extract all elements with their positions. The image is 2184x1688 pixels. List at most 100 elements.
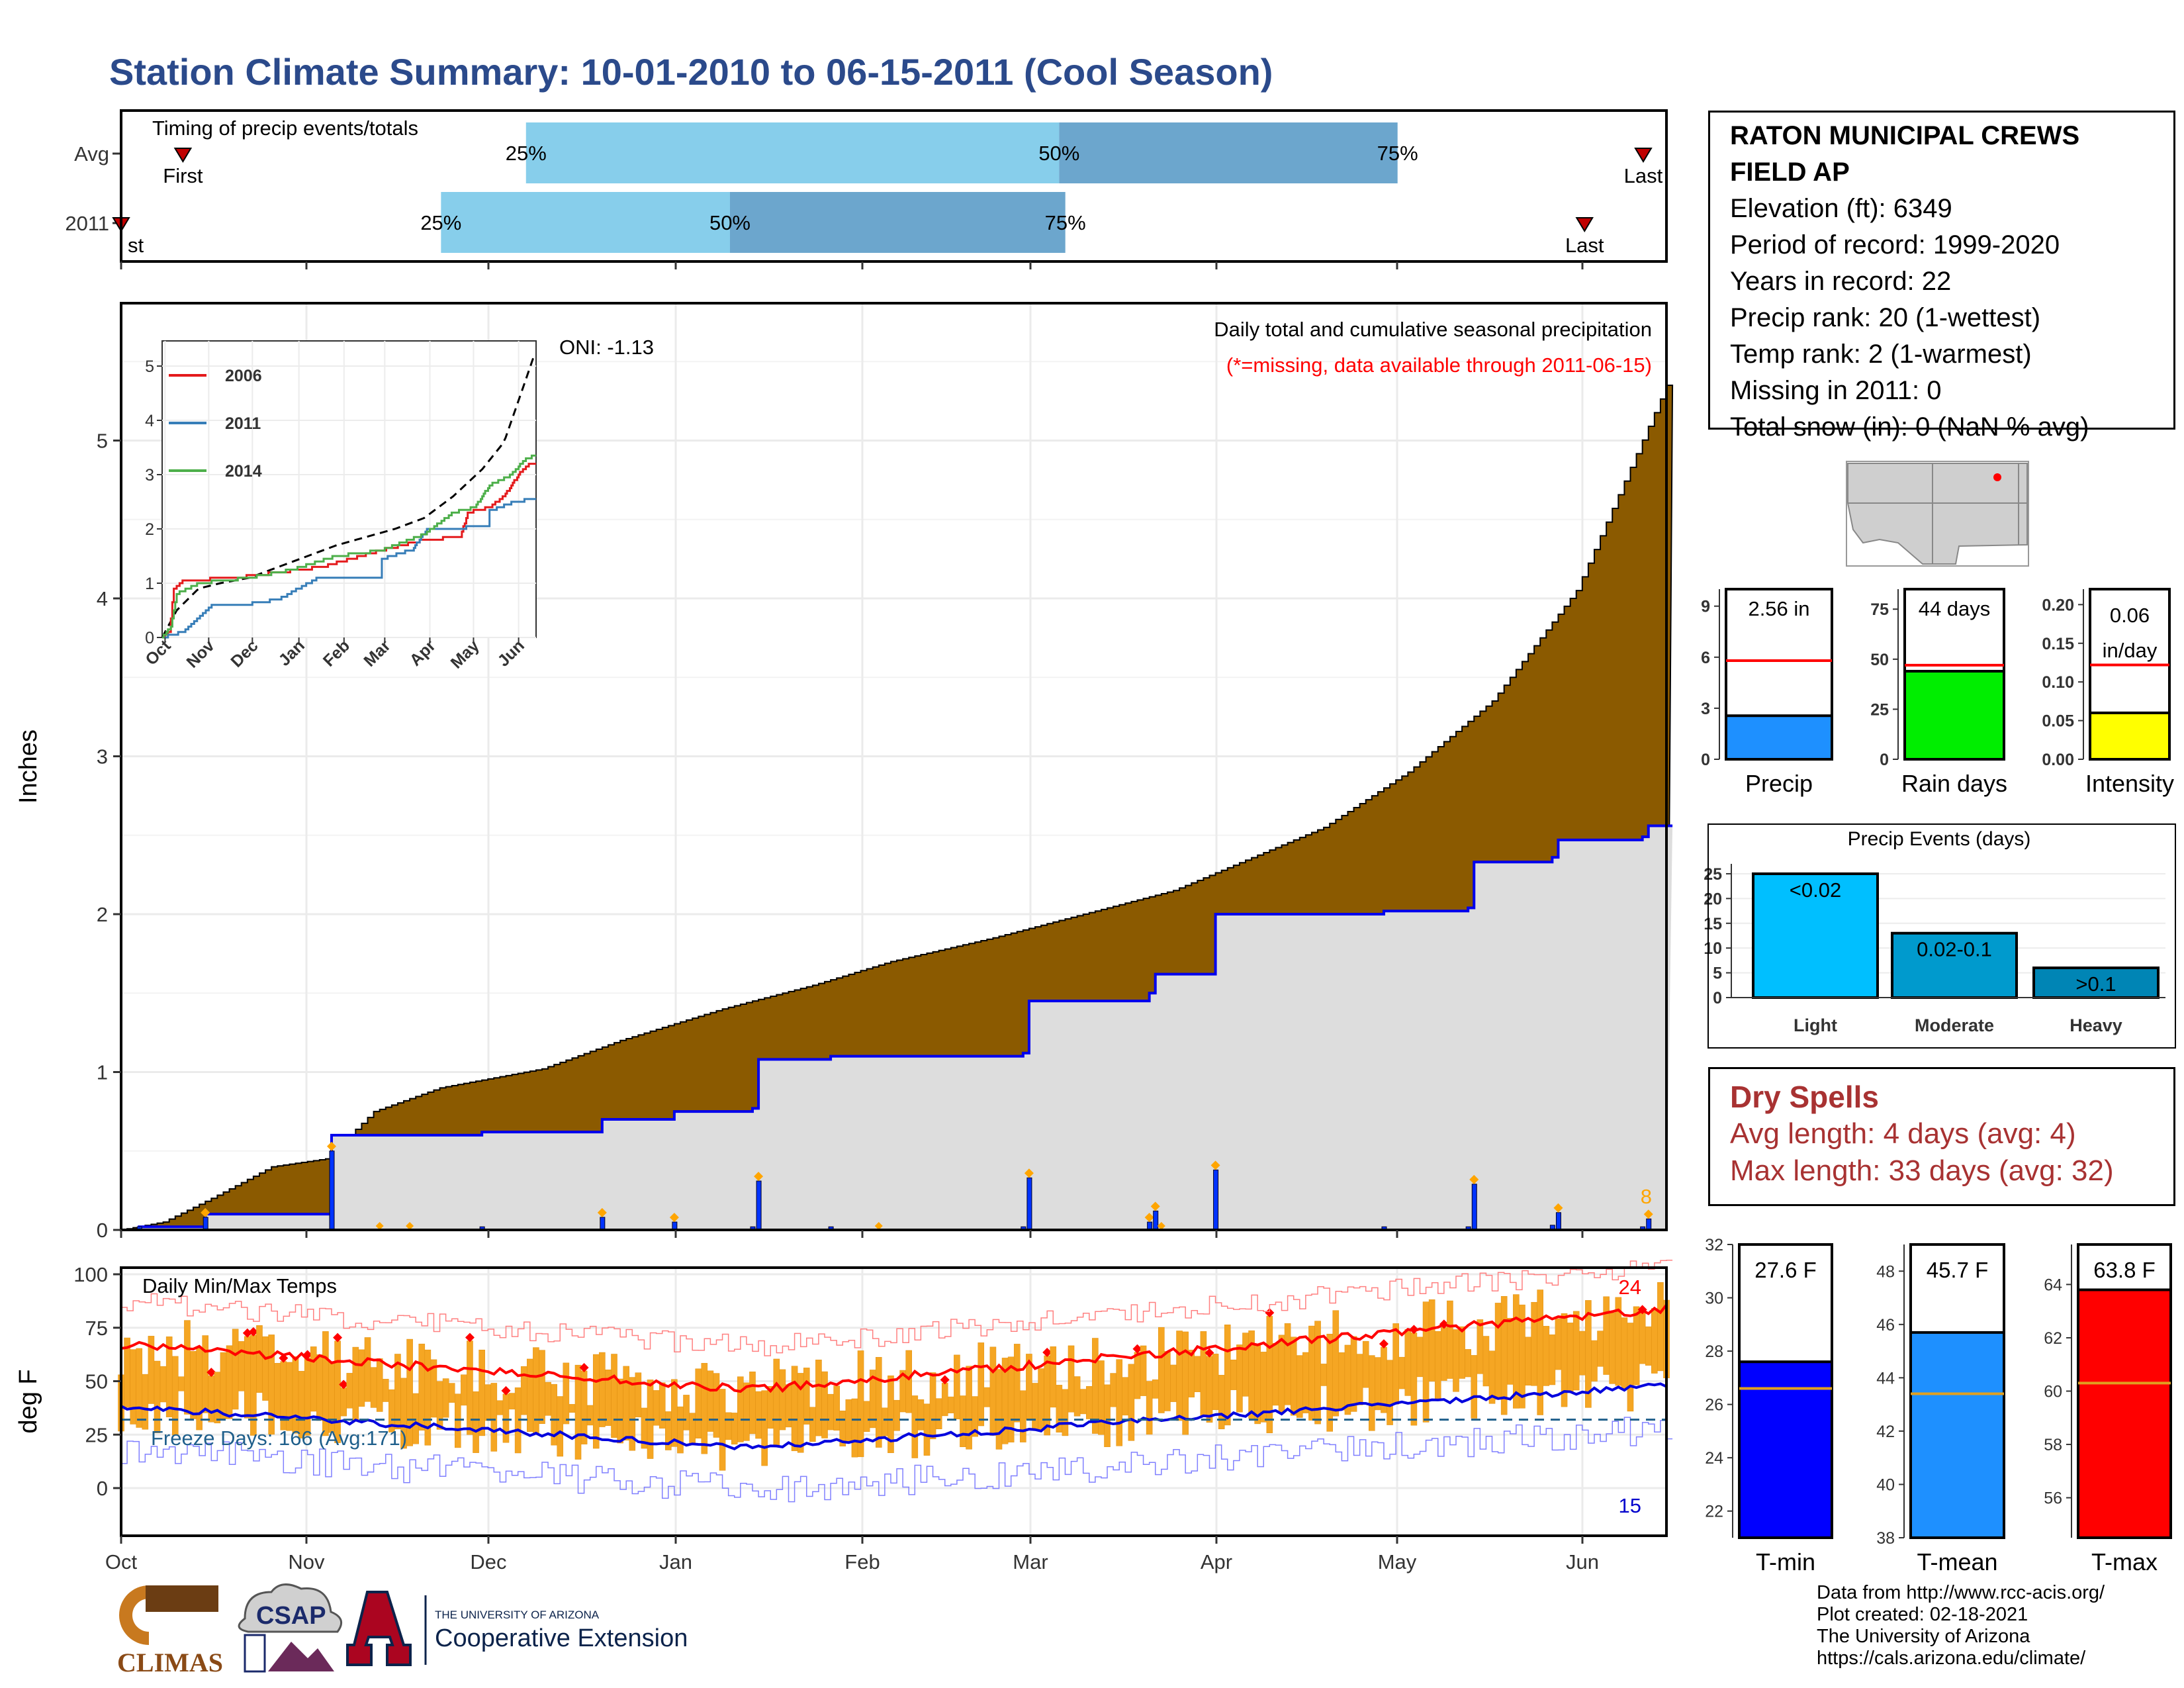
precip-ytick: 5: [97, 430, 108, 453]
record-high-marker: [248, 1327, 258, 1336]
daily-temp-bar: [1609, 1312, 1616, 1384]
daily-temp-bar: [935, 1398, 942, 1429]
events-frame: [1707, 823, 2176, 1049]
daily-temp-bar: [821, 1371, 828, 1438]
precip-ytick: 4: [97, 587, 108, 610]
daily-temp-bar: [220, 1352, 227, 1419]
timing-bar-q50-q75: [729, 192, 1066, 253]
station-snow: Total snow (in): 0 (NaN % avg): [1730, 412, 2089, 442]
temp-bar-name: T-mean: [1917, 1548, 1997, 1575]
daily-precip-marker: [406, 1222, 414, 1230]
daily-temp-bar: [1506, 1317, 1514, 1385]
temp-bar-name: T-max: [2091, 1548, 2158, 1575]
summary-ytick: 3: [1701, 700, 1710, 718]
station-temp-rank: Temp rank: 2 (1-warmest): [1730, 340, 2032, 369]
events-bar-label: 0.02-0.1: [1917, 938, 1992, 961]
daily-temp-bar: [983, 1387, 991, 1407]
daily-temp-bar: [316, 1354, 323, 1421]
temp-bar: [2077, 1288, 2172, 1539]
freeze-label: Freeze Days: 166 (Avg:171): [151, 1427, 407, 1450]
timing-bar-q25-q50: [525, 122, 1060, 183]
daily-temp-bar: [136, 1348, 143, 1428]
daily-temp-bar: [1338, 1352, 1345, 1411]
daily-temp-bar: [1381, 1346, 1387, 1413]
daily-temp-bar: [142, 1374, 149, 1430]
daily-precip-bar: [1555, 1212, 1561, 1231]
temp-bar: [1738, 1360, 1833, 1539]
daily-temp-bar: [689, 1413, 696, 1445]
daily-temp-bar: [695, 1368, 702, 1438]
month-label: Oct: [105, 1550, 138, 1573]
daily-temp-bar: [803, 1368, 810, 1425]
daily-temp-bar: [340, 1387, 347, 1417]
daily-precip-marker: [326, 1141, 336, 1151]
record-high-marker: [279, 1353, 289, 1363]
inset-legend-label: 2011: [225, 414, 261, 433]
summary-top-label: 0.06: [2110, 604, 2150, 627]
daily-temp-bar: [677, 1406, 684, 1454]
daily-temp-bar: [707, 1370, 714, 1432]
precip-ytick: 2: [97, 903, 108, 926]
daily-temp-bar: [1140, 1345, 1147, 1396]
inset-legend-label: 2006: [225, 367, 262, 385]
inset-avg-line: [161, 353, 536, 638]
station-location-map: [1846, 461, 2029, 567]
daily-temp-bar: [436, 1381, 443, 1430]
timing-last-label: Last: [1565, 234, 1604, 257]
daily-temp-bar: [1591, 1340, 1598, 1382]
temp-ytick: 25: [85, 1423, 108, 1446]
summary-top-label: 44 days: [1919, 597, 1991, 620]
missing-note: (*=missing, data available through 2011-…: [1226, 353, 1652, 377]
summary-ytick: 25: [1870, 700, 1889, 719]
daily-temp-bar: [1332, 1310, 1340, 1417]
hot-count: 24: [1619, 1276, 1641, 1299]
summary-ytick: 0.05: [2042, 712, 2074, 731]
record-high-marker: [1042, 1347, 1052, 1357]
daily-temp-bar: [545, 1382, 551, 1416]
daily-temp-bar: [244, 1336, 251, 1419]
daily-temp-bar: [1603, 1296, 1610, 1375]
temp-bar-ytick: 30: [1705, 1289, 1723, 1308]
daily-temp-bar: [1555, 1318, 1562, 1370]
daily-temp-bar: [954, 1354, 960, 1420]
daily-temp-bar: [1597, 1331, 1604, 1367]
daily-temp-bar: [845, 1399, 852, 1442]
daily-temp-bar: [1645, 1326, 1652, 1366]
daily-temp-bar: [154, 1360, 161, 1433]
daily-precip-marker: [1210, 1160, 1220, 1170]
daily-temp-bar: [412, 1393, 419, 1444]
daily-temp-bar: [1579, 1331, 1586, 1376]
daily-temp-bar: [1038, 1368, 1044, 1430]
record-high-marker: [940, 1375, 950, 1385]
events-ytick: 5: [1713, 964, 1722, 983]
temp-panel: 0 25 50 75 100 Oct Nov Dec Jan Feb Mar Apr May Jun deg…: [15, 1259, 1673, 1573]
daily-temp-bar: [713, 1373, 720, 1438]
daily-temp-bar: [418, 1343, 426, 1430]
timing-first-label: First: [163, 164, 203, 187]
daily-temp-bar: [473, 1391, 479, 1453]
daily-temp-bar: [1170, 1364, 1177, 1402]
oni-label: ONI: -1.13: [559, 336, 654, 359]
daily-temp-bar: [196, 1348, 203, 1430]
month-label: Jan: [659, 1550, 692, 1573]
events-ytick: 10: [1704, 939, 1722, 958]
daily-temp-bar: [1416, 1336, 1424, 1378]
daily-temp-bar: [527, 1358, 533, 1432]
daily-temp-bar: [376, 1358, 383, 1412]
timing-pct-label: 50%: [1038, 142, 1079, 165]
record-high-marker: [465, 1333, 475, 1342]
daily-temp-bar: [208, 1375, 215, 1423]
timing-border: [120, 109, 1668, 263]
observed-cumulative-area: [121, 825, 1673, 1230]
daily-temp-bar: [1549, 1335, 1556, 1385]
daily-temp-bar: [1266, 1315, 1273, 1433]
ua-logo: THE UNIVERSITY OF ARIZONA Cooperative Ex…: [346, 1591, 688, 1666]
record-high-marker: [333, 1333, 343, 1342]
daily-temp-bar: [1657, 1282, 1664, 1372]
daily-precip-marker: [1157, 1222, 1165, 1230]
station-elevation: Elevation (ft): 6349: [1730, 194, 1952, 223]
dry-spells-box: Dry Spells Avg length: 4 days (avg: 4) M…: [1708, 1067, 2175, 1206]
daily-temp-bar: [1651, 1308, 1658, 1374]
daily-temp-bar: [364, 1337, 371, 1402]
inset-ytick: 3: [145, 466, 154, 485]
